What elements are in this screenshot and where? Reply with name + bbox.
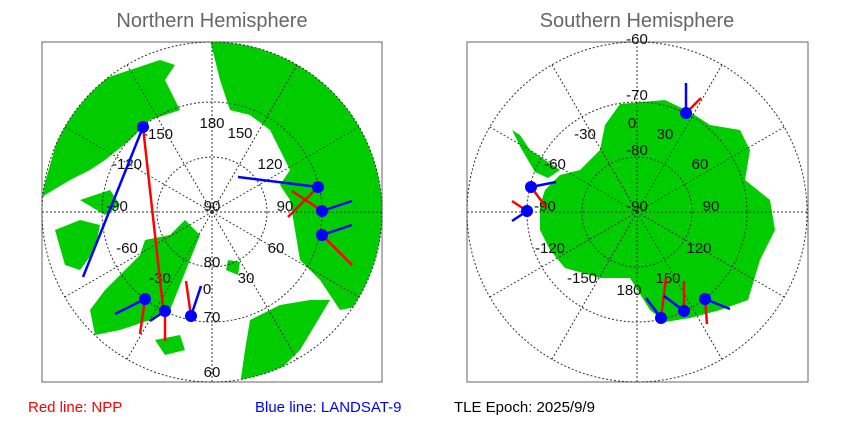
satellite-position-marker <box>699 293 711 305</box>
npp-track-line <box>291 189 323 213</box>
satellite-position-marker <box>680 107 692 119</box>
north-lat-label: 80 <box>204 254 221 271</box>
south-graticule <box>466 41 808 383</box>
meridian-line <box>551 211 638 360</box>
latitude-circle <box>581 156 693 268</box>
south-lat-label: -70 <box>626 87 648 104</box>
landsat-track-line <box>237 175 319 189</box>
satellite-position-marker <box>159 305 171 317</box>
south-lon-label: -60 <box>544 156 566 173</box>
satellite-tracks <box>81 83 731 341</box>
north-lon-label: -60 <box>116 240 138 257</box>
north-graticule <box>41 41 383 383</box>
satellite-position-marker <box>678 305 690 317</box>
south-lon-label: 0 <box>628 115 636 132</box>
north-lat-label: 90 <box>204 198 221 215</box>
tle-epoch: TLE Epoch: 2025/9/9 <box>454 399 595 416</box>
satellite-position-marker <box>316 205 328 217</box>
north-title: Northern Hemisphere <box>116 10 308 32</box>
meridian-line <box>636 211 723 360</box>
satellite-position-marker <box>185 310 197 322</box>
meridian-line <box>636 64 723 213</box>
south-map <box>466 41 809 383</box>
meridian-line <box>489 126 638 213</box>
meridian-line <box>211 211 360 298</box>
satellite-position-marker <box>312 181 324 193</box>
south-title: Southern Hemisphere <box>539 10 735 32</box>
meridian-line <box>636 211 785 298</box>
latitude-circle <box>156 156 268 268</box>
satellite-position-marker <box>139 293 151 305</box>
south-lat-label: -80 <box>626 142 648 159</box>
satellite-position-marker <box>137 121 149 133</box>
south-lon-label: -150 <box>567 270 597 287</box>
south-lon-label: 120 <box>686 240 711 257</box>
satellite-position-marker <box>521 205 533 217</box>
south-lon-label: 150 <box>655 270 680 287</box>
landsat-track-line <box>81 126 145 278</box>
south-lon-label: 60 <box>692 156 709 173</box>
meridian-line <box>211 64 298 213</box>
north-lon-label: 180 <box>199 115 224 132</box>
north-lon-label: 90 <box>277 198 294 215</box>
npp-track-line <box>287 186 319 218</box>
south-lon-label: -30 <box>574 126 596 143</box>
meridian-line <box>64 126 213 213</box>
south-lon-label: 30 <box>657 126 674 143</box>
meridian-line <box>211 211 298 360</box>
south-lon-label: 180 <box>616 282 641 299</box>
meridian-line <box>126 211 213 360</box>
south-labels: 180 150 120 90 60 30 0 -30 -60 -90 -120 … <box>534 31 719 299</box>
north-lon-label: 0 <box>203 281 211 298</box>
meridian-line <box>489 211 638 298</box>
npp-track-line <box>321 234 353 266</box>
north-lat-label: 60 <box>204 364 221 381</box>
satellite-position-marker <box>525 181 537 193</box>
south-lon-label: 90 <box>703 198 720 215</box>
north-lon-label: -150 <box>143 126 173 143</box>
north-lat-label: 70 <box>204 309 221 326</box>
north-lon-label: 120 <box>257 156 282 173</box>
meridian-line <box>551 64 638 213</box>
south-lon-label: -120 <box>535 240 565 257</box>
meridian-line <box>64 211 213 298</box>
meridian-line <box>636 126 785 213</box>
meridian-line <box>211 126 360 213</box>
satellite-position-marker <box>316 229 328 241</box>
npp-track-line <box>141 126 165 308</box>
north-lon-label: 30 <box>238 270 255 287</box>
north-lon-label: 60 <box>268 240 285 257</box>
meridian-line <box>126 64 213 213</box>
north-lon-label: 150 <box>227 125 252 142</box>
south-lat-label: -60 <box>626 31 648 48</box>
npp-track-line <box>659 277 668 319</box>
legend-npp: Red line: NPP <box>28 399 123 416</box>
satellite-position-marker <box>655 312 667 324</box>
south-lat-label: -90 <box>626 198 648 215</box>
legend-landsat: Blue line: LANDSAT-9 <box>255 399 402 416</box>
